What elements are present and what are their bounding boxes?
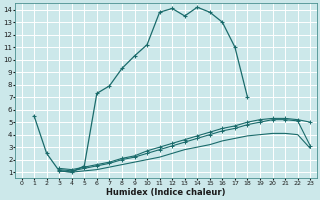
X-axis label: Humidex (Indice chaleur): Humidex (Indice chaleur)	[106, 188, 226, 197]
